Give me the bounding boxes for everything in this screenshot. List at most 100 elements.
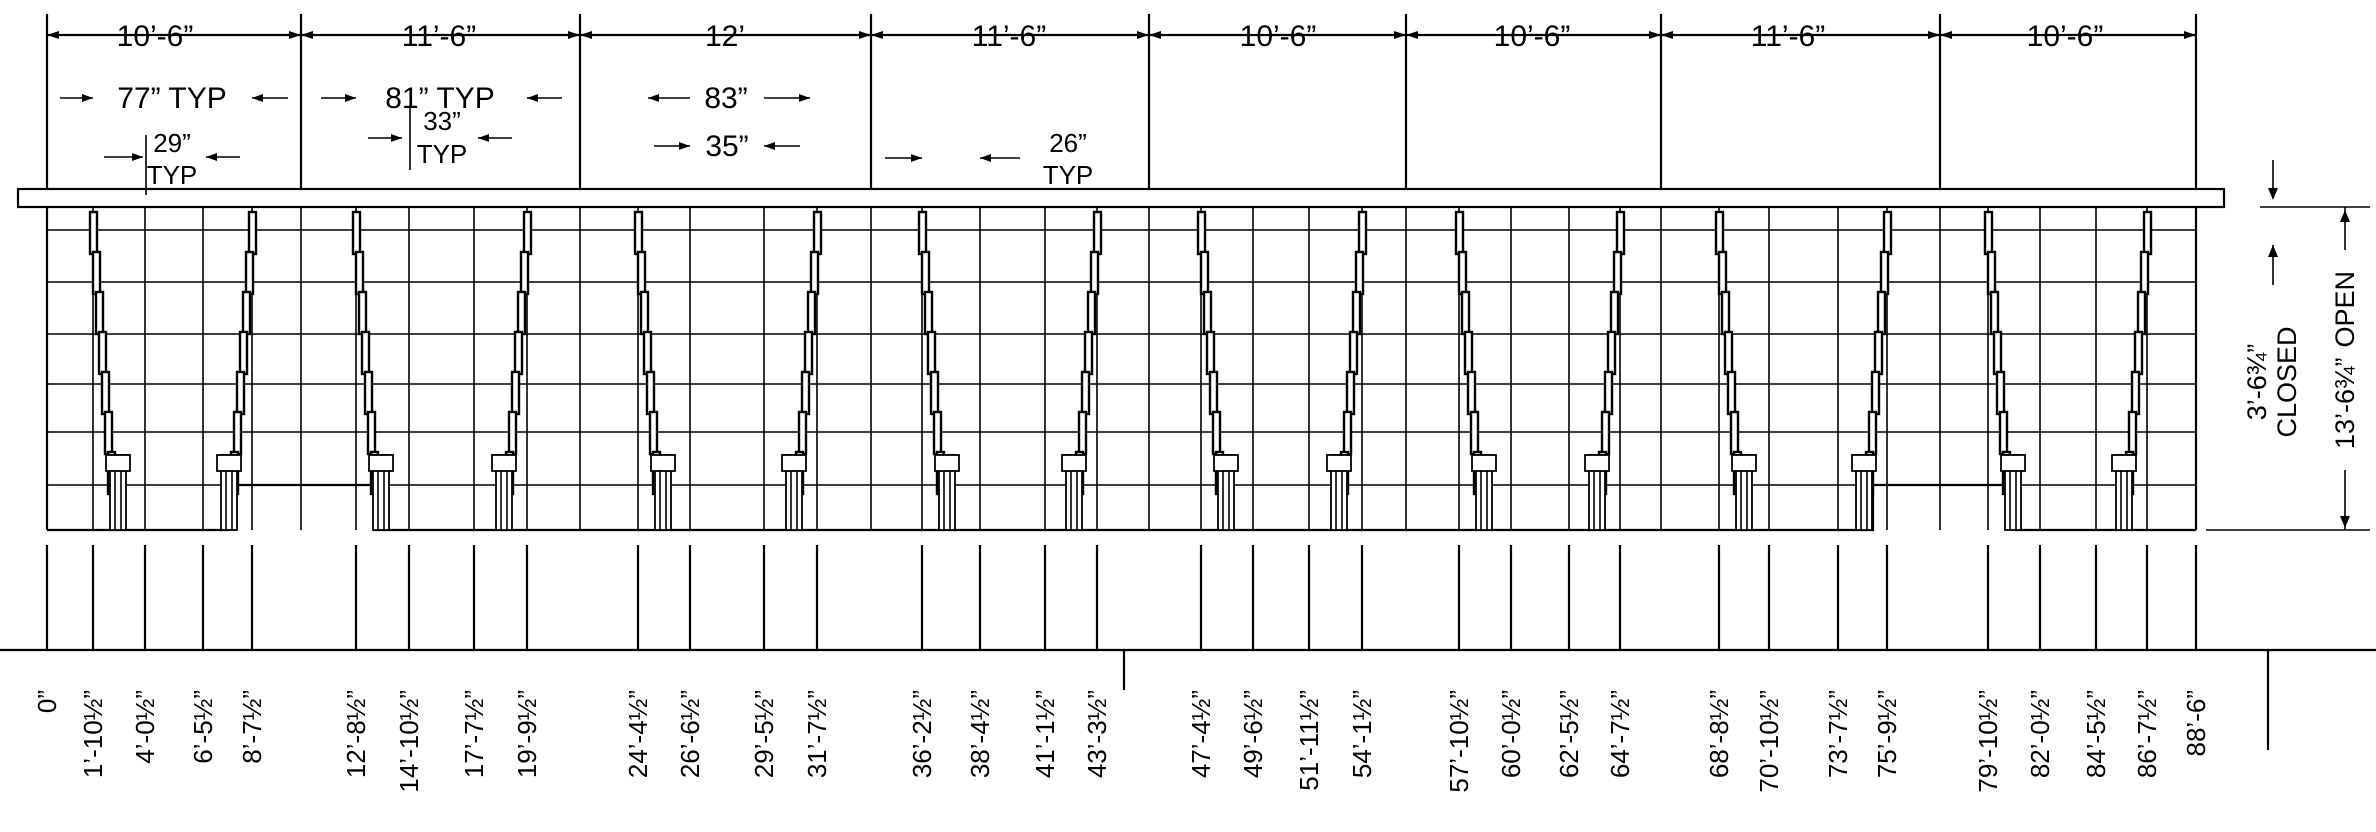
bay-arrow [289,31,301,39]
door-leaf [1196,210,1239,531]
jamb-33-label: 33” [423,106,461,136]
jamb-29-typ-label: TYP [147,160,198,190]
leaf-panel [1714,210,1725,256]
leaf-panel [1345,370,1356,416]
bay-arrow [568,31,580,39]
leaf-panel [507,410,518,456]
door-leaf [88,210,131,531]
bay-width-label-8: 10’-6” [2027,20,2104,53]
leaf-panel [1609,290,1620,336]
position-label: 62’-5½” [1554,690,1584,778]
position-label: 88’-6” [2181,690,2211,756]
door-leaf [216,210,258,531]
bay-arrow [1661,31,1673,39]
leaf-panel [932,410,943,456]
leaf-panel [1726,370,1737,416]
leaf-panel [1989,290,2000,336]
leaf-post-cap [934,454,960,472]
door-leaf [1714,210,1757,531]
bay-arrow [1137,31,1149,39]
door-leaf [1326,210,1368,531]
leaf-post-cap [105,454,131,472]
closed-height-value: 3’-6¾” [2242,344,2272,421]
leaf-panel [1603,370,1614,416]
leaf-panel [1606,330,1617,376]
position-label: 49’-6½” [1238,690,1268,778]
leaf-post-cap [2000,454,2026,472]
open-height-word: OPEN [2330,271,2360,348]
leaf-panel [1354,250,1365,296]
bay-width-labels: 10’-6” 11’-6” 12’ 11’-6” 10’-6” 10’-6” 1… [117,20,2104,53]
position-label: 82’-0½” [2025,690,2055,778]
leaf-panel [920,250,931,296]
leaf-panel [1454,210,1465,256]
leaf-panel [1882,210,1893,256]
open-height-label: 13’-6¾” OPEN [2330,271,2360,449]
bay-width-dimensions [45,14,2198,190]
leaf-panel [244,250,255,296]
leaf-panel [1202,290,1213,336]
bay-arrow [301,31,313,39]
door-leaf [917,210,960,531]
position-label: 60’-0½” [1496,690,1526,778]
leaf-panel [2127,410,2138,456]
leaf-panel [1612,250,1623,296]
position-ticks [45,545,2198,650]
leaf-panel [1466,370,1477,416]
bay-arrow [2184,31,2196,39]
position-label: 86’-7½” [2132,690,2162,778]
leaf-panel [1342,410,1353,456]
position-label: 12’-8½” [341,690,371,778]
door-leaf [2111,210,2153,531]
leaf-panel [1615,210,1626,256]
leaf-panel [1086,290,1097,336]
leaf-panel [645,370,656,416]
bay-width-label-4: 11’-6” [972,20,1046,53]
position-labels: 0” 1’-10½” 4’-0½” 6’-5½” 8’-7½” 12’-8½” 14’-10… [32,690,2211,793]
leaf-post-cap [1326,454,1352,472]
door-leaves [88,210,2153,531]
header-beam [16,187,2226,209]
leaf-panel [2136,290,2147,336]
position-label: 68’-8½” [1704,690,1734,778]
door-leaf [1061,210,1103,531]
jamb-26-typ-label: TYP [1043,160,1094,190]
door-leaf [491,210,533,531]
leaf-panel [516,290,527,336]
leaf-panel [812,210,823,256]
leaf-panel [2142,210,2153,256]
leaf-panel [1205,330,1216,376]
position-label: 41’-1½” [1030,690,1060,778]
bay-arrow [1928,31,1940,39]
leaf-panel [103,410,114,456]
leaf-panel [1720,290,1731,336]
leaf-panel [1870,370,1881,416]
bay-width-label-2: 11’-6” [402,20,476,53]
leaf-post-cap [1213,454,1239,472]
leaf-panel [1995,370,2006,416]
position-label: 24’-4½” [623,690,653,778]
leaf-post-cap [650,454,676,472]
leaf-post-cap [2111,454,2137,472]
bay-arrow [1940,31,1952,39]
position-label: 0” [32,690,62,713]
bay-arrow [859,31,871,39]
leaf-panel [929,370,940,416]
door-grid [45,207,2198,532]
position-label: 73’-7½” [1823,690,1853,778]
position-label: 29’-5½” [749,690,779,778]
leaf-panel [247,210,258,256]
position-label: 57’-10½” [1444,690,1474,793]
position-label: 51’-11½” [1294,690,1324,791]
leaf-panel [1723,330,1734,376]
leaf-panel [513,330,524,376]
leaf-panel [351,210,362,256]
door-leaf [781,210,823,531]
position-label: 43’-3½” [1082,690,1112,778]
opening-dimensions: 77” TYP 29” TYP 81” TYP 33” TYP 83” [60,82,1093,195]
leaf-panel [100,370,111,416]
leaf-panel [1092,210,1103,256]
leaf-panel [1876,290,1887,336]
closed-height-word: CLOSED [2272,326,2302,437]
leaf-post-cap [1731,454,1757,472]
